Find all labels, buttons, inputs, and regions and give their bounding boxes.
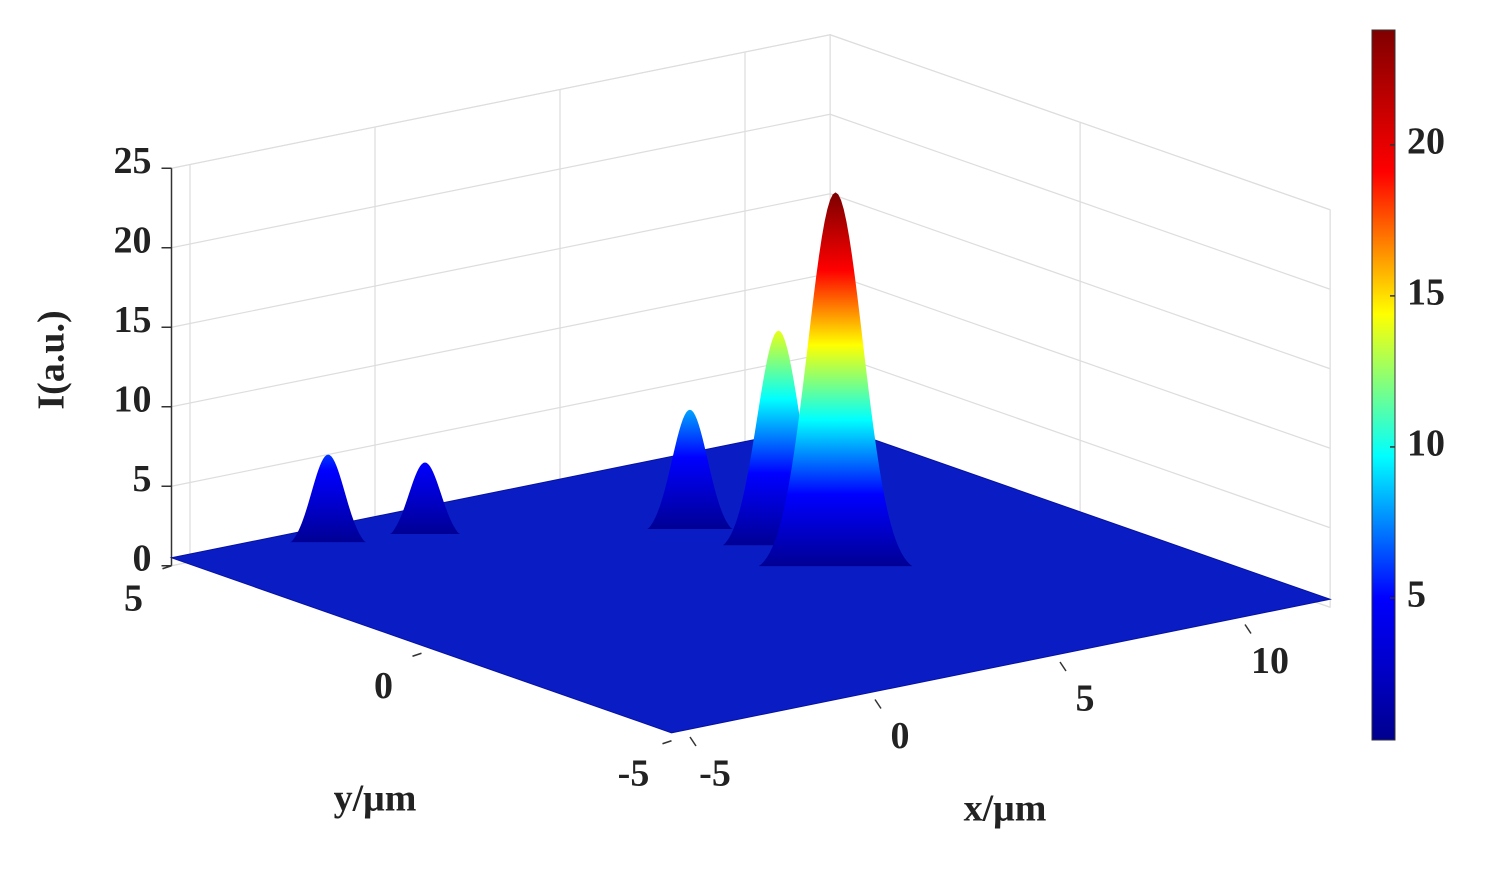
z-axis-label: I(a.u.) — [31, 310, 73, 409]
x-tick — [874, 699, 882, 709]
z-tick-label: 0 — [133, 537, 152, 579]
y-tick — [162, 565, 172, 570]
x-tick — [689, 736, 697, 747]
colorbar-tick-label: 5 — [1407, 574, 1426, 616]
y-axis-label: y/μm — [334, 778, 417, 820]
z-tick-label: 15 — [114, 299, 152, 341]
surface-peak — [278, 454, 378, 543]
y-tick — [662, 740, 672, 745]
x-tick-label: 5 — [1076, 678, 1095, 720]
x-tick-label: 0 — [891, 715, 910, 757]
x-tick-label: 10 — [1251, 640, 1289, 682]
y-tick — [412, 652, 422, 657]
z-tick-label: 5 — [133, 458, 152, 500]
surface-peak — [377, 462, 473, 535]
z-tick-label: 10 — [114, 378, 152, 420]
grid-line — [171, 193, 831, 328]
colorbar-tick-label: 10 — [1407, 423, 1445, 465]
grid-line — [171, 113, 831, 249]
x-tick-label: -5 — [699, 753, 731, 795]
z-tick-label: 25 — [114, 140, 152, 182]
y-tick-label: 0 — [374, 665, 393, 707]
y-tick-label: 5 — [124, 577, 143, 619]
grid-line — [171, 34, 831, 169]
surface-peak — [753, 192, 918, 567]
colorbar-tick-label: 20 — [1407, 121, 1445, 163]
x-tick — [1059, 661, 1067, 672]
y-tick-label: -5 — [618, 752, 650, 794]
grid-line — [171, 272, 831, 408]
x-axis-label: x/μm — [964, 788, 1047, 830]
surface-floor — [169, 423, 1332, 734]
grid-line — [171, 352, 831, 487]
colorbar — [1371, 29, 1396, 741]
colorbar-tick-label: 15 — [1407, 272, 1445, 314]
x-tick — [1244, 624, 1252, 634]
surface-peak — [636, 409, 744, 529]
z-tick-label: 20 — [114, 219, 152, 261]
